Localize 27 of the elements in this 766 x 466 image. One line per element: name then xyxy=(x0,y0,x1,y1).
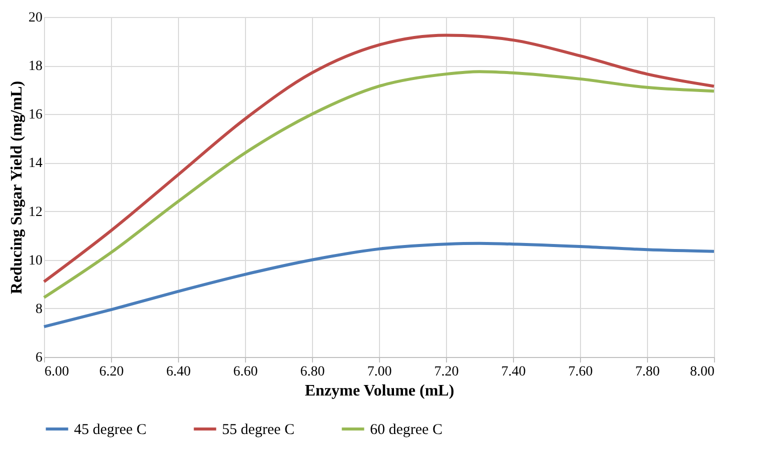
x-tick-label: 7.40 xyxy=(501,364,526,380)
line-series xyxy=(42,34,716,284)
y-axis-title: Reducing Sugar Yield (mg/mL) xyxy=(8,80,26,294)
line-series xyxy=(42,70,716,299)
y-tick-label: 14 xyxy=(28,156,42,172)
x-axis-title: Enzyme Volume (mL) xyxy=(304,382,454,400)
legend-label: 55 degree C xyxy=(222,422,294,438)
line-series xyxy=(42,242,716,328)
y-tick-label: 12 xyxy=(28,204,42,220)
y-tick-label: 18 xyxy=(28,59,42,74)
y-tick-label: 8 xyxy=(36,302,42,317)
legend-label: 45 degree C xyxy=(74,422,146,438)
x-tick-label: 7.00 xyxy=(367,364,392,380)
x-tick-label: 6.00 xyxy=(44,364,69,380)
y-tick-label: 6 xyxy=(36,350,42,366)
y-tick-label: 20 xyxy=(28,10,42,26)
y-tick-label: 16 xyxy=(28,108,42,123)
x-tick-label: 6.80 xyxy=(300,364,325,380)
x-tick-label: 6.40 xyxy=(166,364,191,380)
x-tick-label: 6.20 xyxy=(99,364,124,380)
x-tick-label: 7.60 xyxy=(568,364,593,380)
x-tick-label: 8.00 xyxy=(690,364,714,380)
x-tick-label: 7.80 xyxy=(635,364,660,380)
x-tick-label: 6.60 xyxy=(233,364,258,380)
legend-label: 60 degree C xyxy=(370,422,442,438)
x-tick-label: 7.20 xyxy=(434,364,459,380)
y-tick-label: 10 xyxy=(28,253,42,268)
